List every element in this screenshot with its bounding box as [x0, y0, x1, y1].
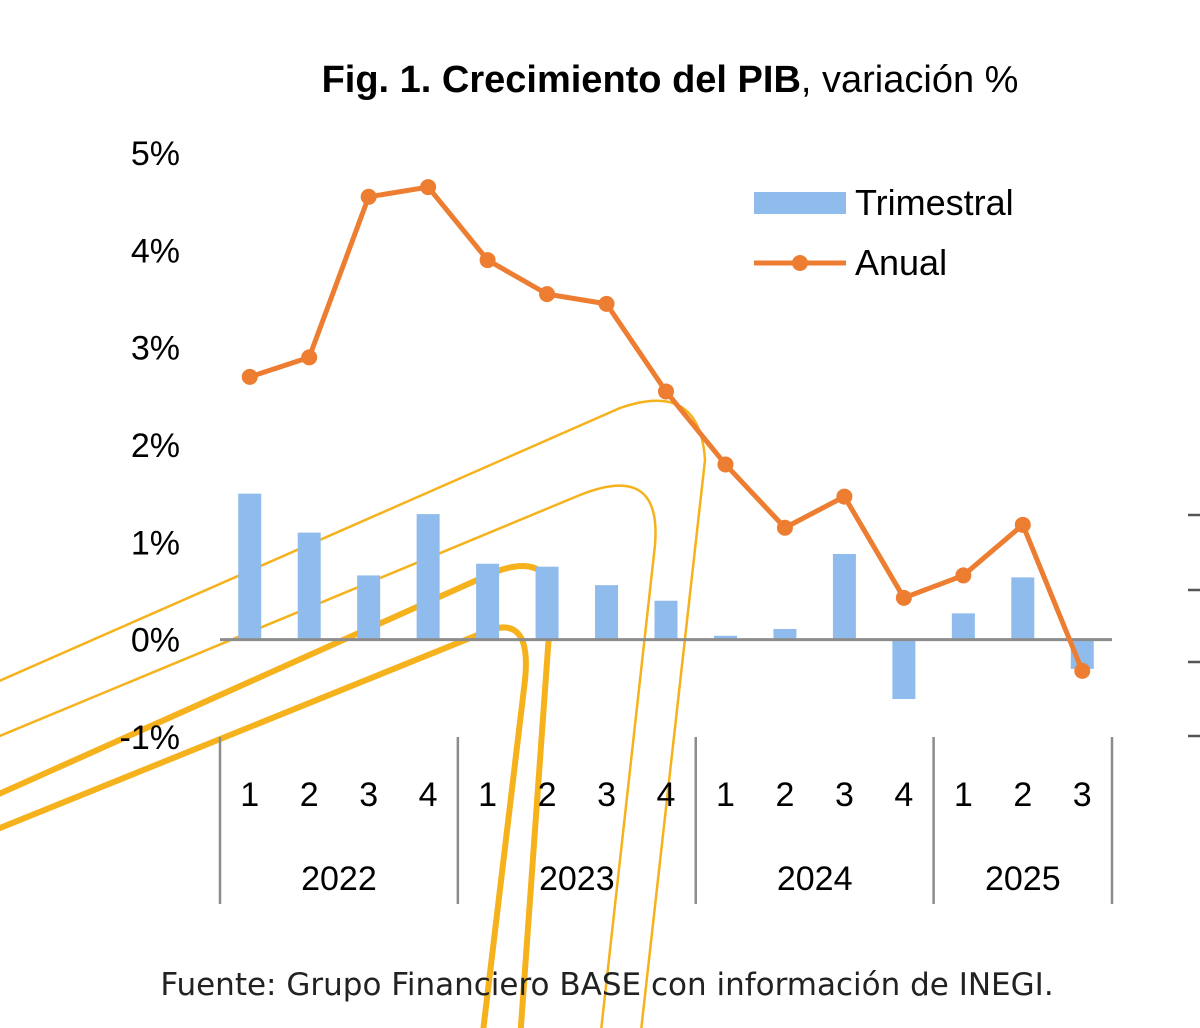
trimestral-bar: [773, 628, 797, 640]
y-tick-label: 0%: [131, 622, 180, 660]
anual-marker: [658, 383, 674, 400]
trimestral-bars: [238, 493, 1094, 700]
trimestral-bar: [654, 600, 678, 640]
category-axis: 1 2 3 4 1 2 3 4 1 2 3 4 1 2 3 2022 2023 2024 2025: [218, 737, 1114, 904]
anual-marker: [955, 567, 972, 584]
quarter-label: 3: [359, 776, 378, 814]
quarter-label: 1: [716, 776, 735, 814]
trimestral-bar: [1011, 577, 1035, 640]
quarter-label: 3: [835, 776, 854, 814]
legend-anual-marker: [792, 255, 808, 271]
right-edge-ticks: [1188, 513, 1200, 738]
anual-marker: [1014, 516, 1031, 533]
decorative-ribbons: [0, 399, 707, 1028]
legend-trimestral-swatch: [754, 192, 846, 214]
anual-marker: [598, 295, 615, 312]
quarter-label: 1: [478, 776, 497, 814]
trimestral-bar: [832, 554, 856, 640]
y-tick-label: 3%: [131, 330, 180, 368]
quarter-label: 4: [419, 776, 438, 814]
chart-title-main: Fig. 1. Crecimiento del PIB: [322, 59, 801, 101]
quarter-label: 3: [1073, 776, 1092, 814]
ribbon-thin-outer: [0, 399, 707, 1028]
trimestral-bar: [238, 493, 262, 640]
year-label: 2022: [301, 860, 377, 898]
quarter-label: 2: [775, 776, 794, 814]
y-tick-label: 5%: [131, 135, 180, 173]
trimestral-bar: [892, 639, 916, 700]
trimestral-bar: [951, 613, 975, 640]
y-tick-label: -1%: [120, 719, 180, 757]
trimestral-bar: [416, 514, 440, 640]
anual-marker: [241, 368, 258, 385]
quarter-label: 1: [240, 776, 259, 814]
quarter-label: 4: [657, 776, 676, 814]
chart-title-unit: , variación %: [801, 59, 1019, 101]
trimestral-bar: [357, 575, 381, 640]
quarter-label: 4: [894, 776, 913, 814]
trimestral-bar: [595, 585, 619, 640]
quarter-label: 2: [1013, 776, 1032, 814]
anual-line-series: [241, 179, 1091, 679]
anual-marker: [836, 488, 853, 505]
anual-marker: [895, 589, 912, 606]
year-label: 2024: [777, 860, 853, 898]
anual-marker: [717, 456, 734, 473]
anual-marker: [539, 286, 556, 303]
anual-marker: [420, 179, 437, 196]
legend-trimestral-label: Trimestral: [855, 182, 1014, 223]
ribbon-thin-inner: [0, 484, 657, 1028]
quarter-label: 3: [597, 776, 616, 814]
trimestral-bar: [297, 532, 321, 640]
year-label: 2025: [985, 860, 1061, 898]
legend-anual-label: Anual: [855, 242, 947, 283]
trimestral-bar: [476, 563, 500, 640]
y-tick-label: 2%: [131, 427, 180, 465]
chart-title: Fig. 1. Crecimiento del PIB, variación %: [322, 59, 1019, 101]
quarter-label: 2: [300, 776, 319, 814]
anual-marker: [301, 349, 318, 366]
quarter-label: 1: [954, 776, 973, 814]
anual-marker: [479, 252, 496, 269]
anual-marker: [360, 188, 377, 205]
quarter-label: 2: [538, 776, 557, 814]
trimestral-bar: [535, 566, 559, 640]
trimestral-bar: [713, 635, 737, 640]
y-tick-label: 1%: [131, 524, 180, 562]
y-tick-label: 4%: [131, 232, 180, 270]
source-note: Fuente: Grupo Financiero BASE con inform…: [160, 967, 1053, 1003]
legend: Trimestral Anual: [754, 182, 1014, 283]
anual-marker: [1074, 662, 1091, 679]
anual-marker: [776, 519, 793, 536]
y-axis-tick-labels: -1% 0% 1% 2% 3% 4% 5%: [120, 135, 180, 757]
year-label: 2023: [539, 860, 615, 898]
